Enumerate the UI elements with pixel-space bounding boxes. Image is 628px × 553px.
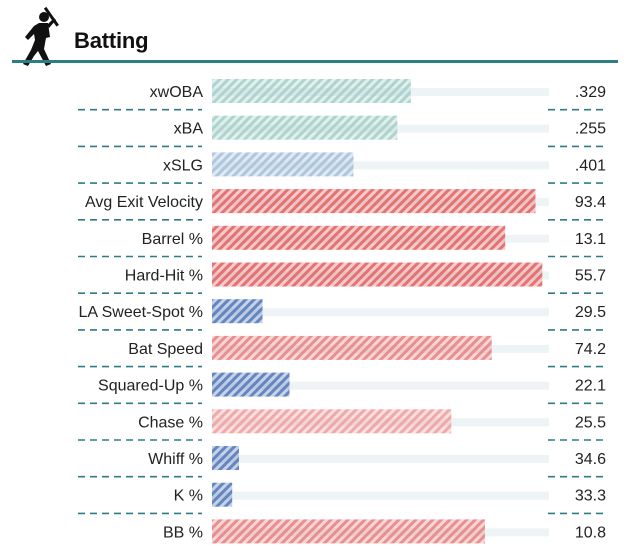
metric-row: Hard-Hit % 55.7 — [78, 255, 606, 287]
percentile-bar — [212, 225, 506, 250]
metric-value: .329 — [575, 84, 606, 101]
bar-track — [212, 455, 549, 463]
percentile-bar — [212, 372, 290, 397]
metric-row: xBA .255 — [78, 108, 606, 140]
metric-value: 74.2 — [575, 341, 606, 358]
metric-value: 55.7 — [575, 268, 606, 285]
metric-label: xBA — [174, 121, 204, 138]
header-divider — [12, 60, 618, 63]
percentile-bar — [212, 79, 411, 103]
percentile-bar — [212, 152, 354, 177]
metric-row: Barrel % 13.1 — [78, 219, 606, 250]
percentile-bar — [212, 189, 536, 214]
metric-label: Bat Speed — [128, 341, 203, 358]
metric-row: BB % 10.8 — [78, 512, 606, 544]
percentile-bar — [212, 519, 485, 544]
metric-value: 34.6 — [575, 451, 606, 468]
metric-row: Bat Speed 74.2 — [78, 329, 606, 360]
percentile-bar — [212, 262, 543, 287]
metric-value: .255 — [575, 121, 606, 138]
metric-row: Chase % 25.5 — [78, 402, 606, 434]
metric-label: Whiff % — [148, 451, 203, 468]
metric-row: Whiff % 34.6 — [78, 439, 606, 470]
metric-row: Avg Exit Velocity 93.4 — [78, 182, 606, 214]
section-title: Batting — [74, 28, 149, 53]
percentile-bar — [212, 115, 398, 140]
section-header: Batting — [0, 0, 628, 70]
metric-label: K % — [174, 488, 203, 505]
metric-label: Squared-Up % — [98, 378, 203, 395]
metric-label: Hard-Hit % — [125, 268, 203, 285]
metric-value: 10.8 — [575, 524, 606, 541]
metric-value: 93.4 — [575, 194, 606, 211]
metric-label: Avg Exit Velocity — [85, 194, 203, 211]
bar-track — [212, 308, 549, 317]
metric-value: 25.5 — [575, 414, 606, 431]
bar-track — [212, 491, 549, 500]
metric-row: K % 33.3 — [78, 475, 606, 507]
metric-value: 33.3 — [575, 488, 606, 505]
percentile-bar — [212, 299, 263, 324]
metric-row: Squared-Up % 22.1 — [78, 365, 606, 397]
batter-silhouette-icon — [23, 6, 59, 66]
bar-track — [212, 381, 549, 390]
metric-label: xwOBA — [150, 84, 204, 101]
percentile-bar — [212, 446, 239, 470]
bar-track — [212, 161, 549, 170]
metric-label: BB % — [163, 524, 203, 541]
metric-value: 22.1 — [575, 378, 606, 395]
metric-value: .401 — [575, 157, 606, 174]
percentile-bar — [212, 335, 492, 360]
metric-label: LA Sweet-Spot % — [78, 304, 203, 321]
metric-value: 13.1 — [575, 231, 606, 248]
percentile-bar — [212, 409, 452, 434]
metric-row: xSLG .401 — [78, 145, 606, 177]
metric-label: Chase % — [138, 414, 203, 431]
metric-label: xSLG — [163, 157, 203, 174]
metric-label: Barrel % — [142, 231, 203, 248]
metric-row: LA Sweet-Spot % 29.5 — [78, 292, 606, 324]
metric-value: 29.5 — [575, 304, 606, 321]
metric-row: xwOBA .329 — [150, 79, 606, 103]
percentile-bar — [212, 482, 233, 507]
